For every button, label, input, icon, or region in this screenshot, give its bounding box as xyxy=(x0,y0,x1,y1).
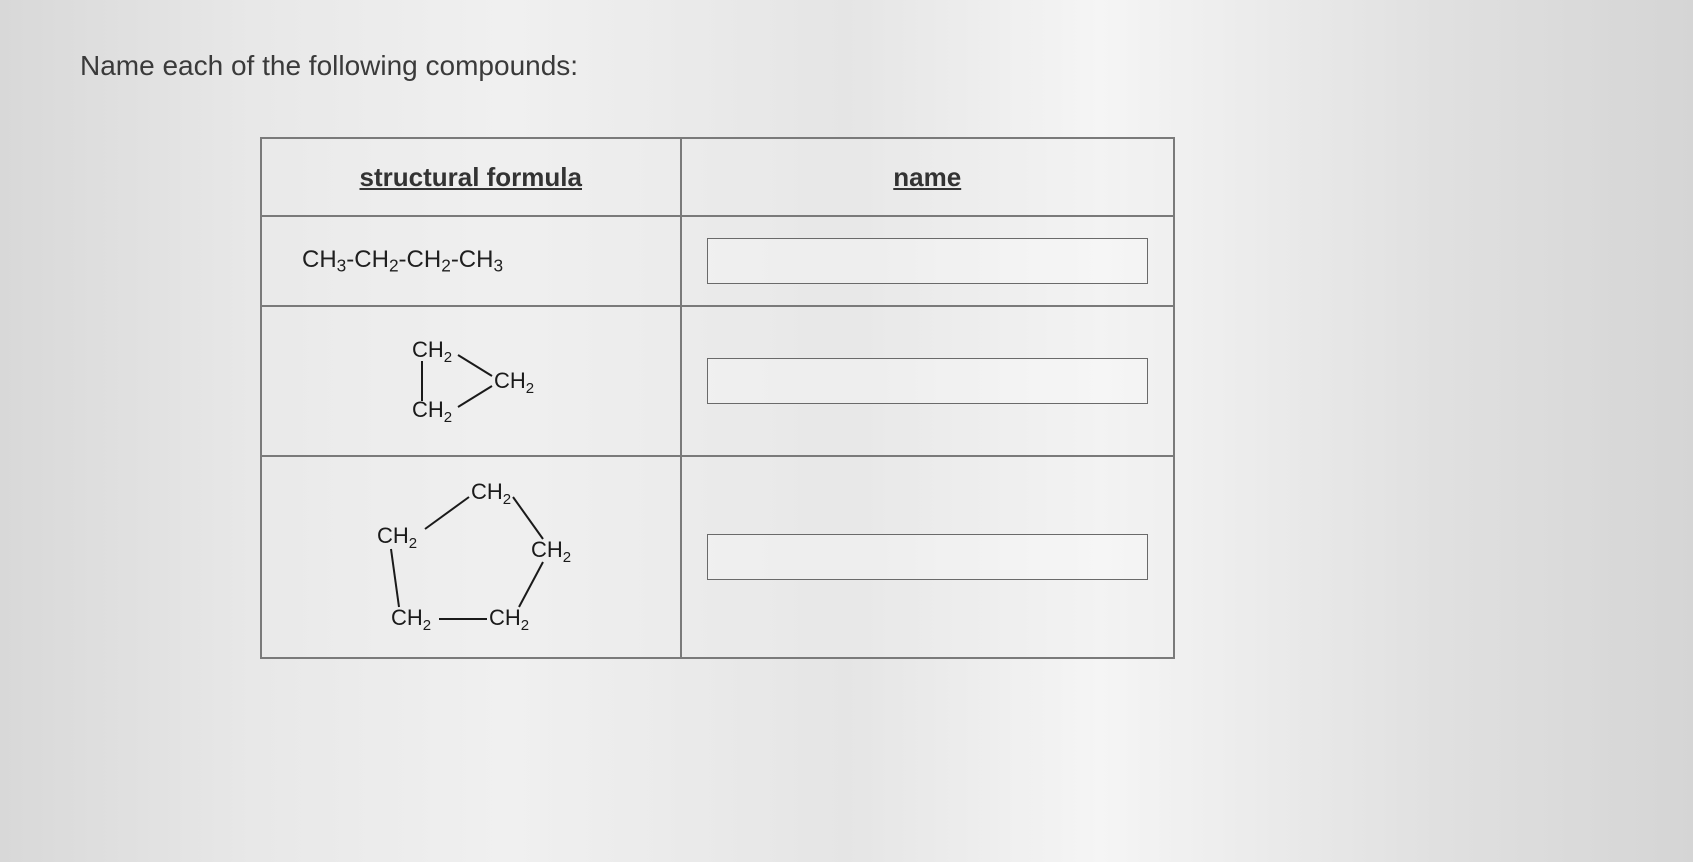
formula-cell-chain: CH3-CH2-CH2-CH3 xyxy=(261,216,681,306)
table-row: CH3-CH2-CH2-CH3 xyxy=(261,216,1174,306)
header-name: name xyxy=(681,138,1175,216)
compounds-table: structural formula name CH3-CH2-CH2-CH3 … xyxy=(260,137,1175,659)
cyclopentane-svg: CH2 CH2 CH2 CH2 CH2 xyxy=(341,467,601,647)
table-row: CH2 CH2 CH2 xyxy=(261,306,1174,456)
table-row: CH2 CH2 CH2 CH2 CH2 xyxy=(261,456,1174,658)
name-cell xyxy=(681,456,1175,658)
cyclopropane-svg: CH2 CH2 CH2 xyxy=(376,321,566,441)
formula-cell-ring5: CH2 CH2 CH2 CH2 CH2 xyxy=(261,456,681,658)
svg-text:CH2: CH2 xyxy=(412,337,452,366)
answer-input-3[interactable] xyxy=(707,534,1149,580)
svg-text:CH2: CH2 xyxy=(531,537,571,566)
svg-text:CH2: CH2 xyxy=(391,605,431,634)
chain-formula: CH3-CH2-CH2-CH3 xyxy=(302,246,503,273)
name-cell xyxy=(681,306,1175,456)
answer-input-1[interactable] xyxy=(707,238,1149,284)
question-prompt: Name each of the following compounds: xyxy=(80,50,1613,82)
svg-text:CH2: CH2 xyxy=(494,368,534,397)
header-formula: structural formula xyxy=(261,138,681,216)
answer-input-2[interactable] xyxy=(707,358,1149,404)
svg-text:CH2: CH2 xyxy=(377,523,417,552)
svg-text:CH2: CH2 xyxy=(412,397,452,426)
svg-text:CH2: CH2 xyxy=(489,605,529,634)
svg-text:CH2: CH2 xyxy=(471,479,511,508)
formula-cell-ring3: CH2 CH2 CH2 xyxy=(261,306,681,456)
name-cell xyxy=(681,216,1175,306)
